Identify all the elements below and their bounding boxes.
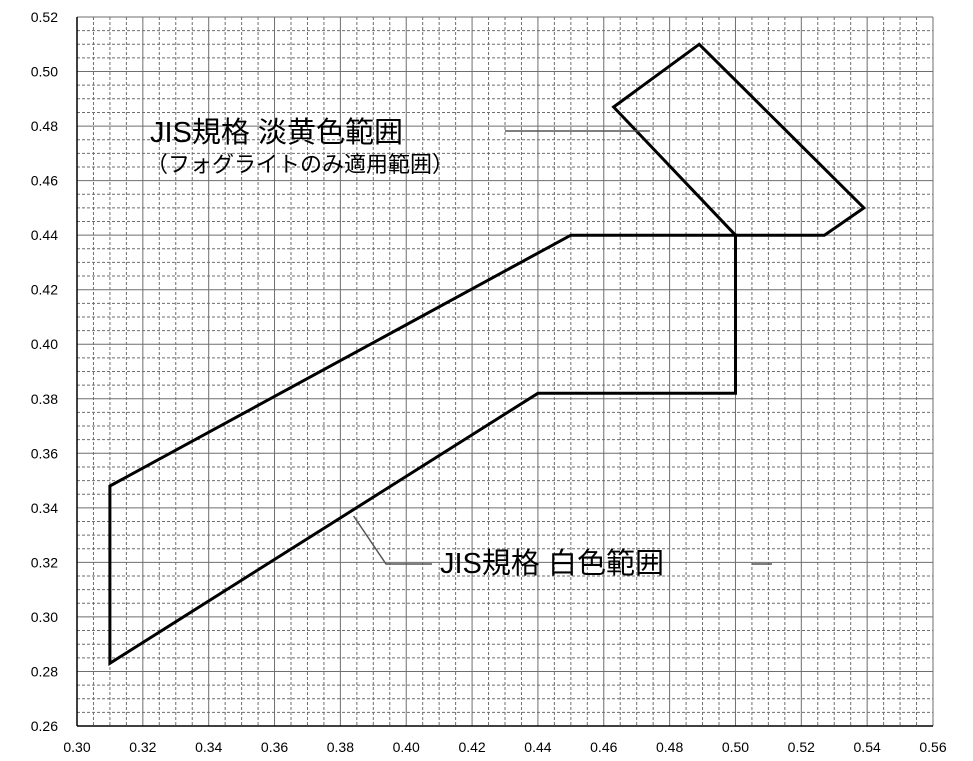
y-tick-label: 0.32 [31,554,58,570]
x-tick-label: 0.48 [656,739,683,755]
x-tick-label: 0.54 [854,739,881,755]
y-tick-label: 0.36 [31,445,58,461]
y-tick-label: 0.48 [31,118,58,134]
x-tick-label: 0.42 [458,739,485,755]
x-tick-label: 0.50 [722,739,749,755]
axes: 0.30 0.32 0.34 0.36 0.38 0.40 0.42 0.44 0.46 0.48… [31,9,947,755]
white-range-outline [108,233,737,667]
y-tick-label: 0.30 [31,609,58,625]
annotations: JIS規格 淡黄色範囲 （フォグライトのみ適用範囲） JIS規格 白色範囲 [146,116,664,580]
x-tick-label: 0.52 [788,739,815,755]
x-tick-label: 0.44 [524,739,551,755]
y-tick-label: 0.28 [31,663,58,679]
white-label-leader [352,515,432,565]
y-tick-label: 0.50 [31,64,58,80]
region-outlines [108,42,867,667]
y-tick-label: 0.40 [31,336,58,352]
y-tick-label: 0.26 [31,718,58,734]
yellow-range-label: JIS規格 淡黄色範囲 [150,116,403,149]
y-tick-label: 0.34 [31,500,58,516]
y-tick-label: 0.42 [31,282,58,298]
x-tick-label: 0.30 [63,739,90,755]
y-tick-label: 0.44 [31,227,58,243]
y-tick-label: 0.52 [31,9,58,25]
y-tick-label: 0.46 [31,173,58,189]
x-tick-label: 0.56 [919,739,946,755]
x-tick-label: 0.32 [129,739,156,755]
x-tick-label: 0.46 [590,739,617,755]
x-tick-label: 0.38 [327,739,354,755]
x-tick-label: 0.40 [393,739,420,755]
x-tick-label: 0.34 [195,739,222,755]
x-tick-label: 0.36 [261,739,288,755]
y-tick-label: 0.38 [31,391,58,407]
white-range-label: JIS規格 白色範囲 [440,547,664,580]
yellow-range-note: （フォグライトのみ適用範囲） [146,152,454,177]
annotation-leaders [352,130,772,565]
yellow-range-outline [611,42,867,237]
